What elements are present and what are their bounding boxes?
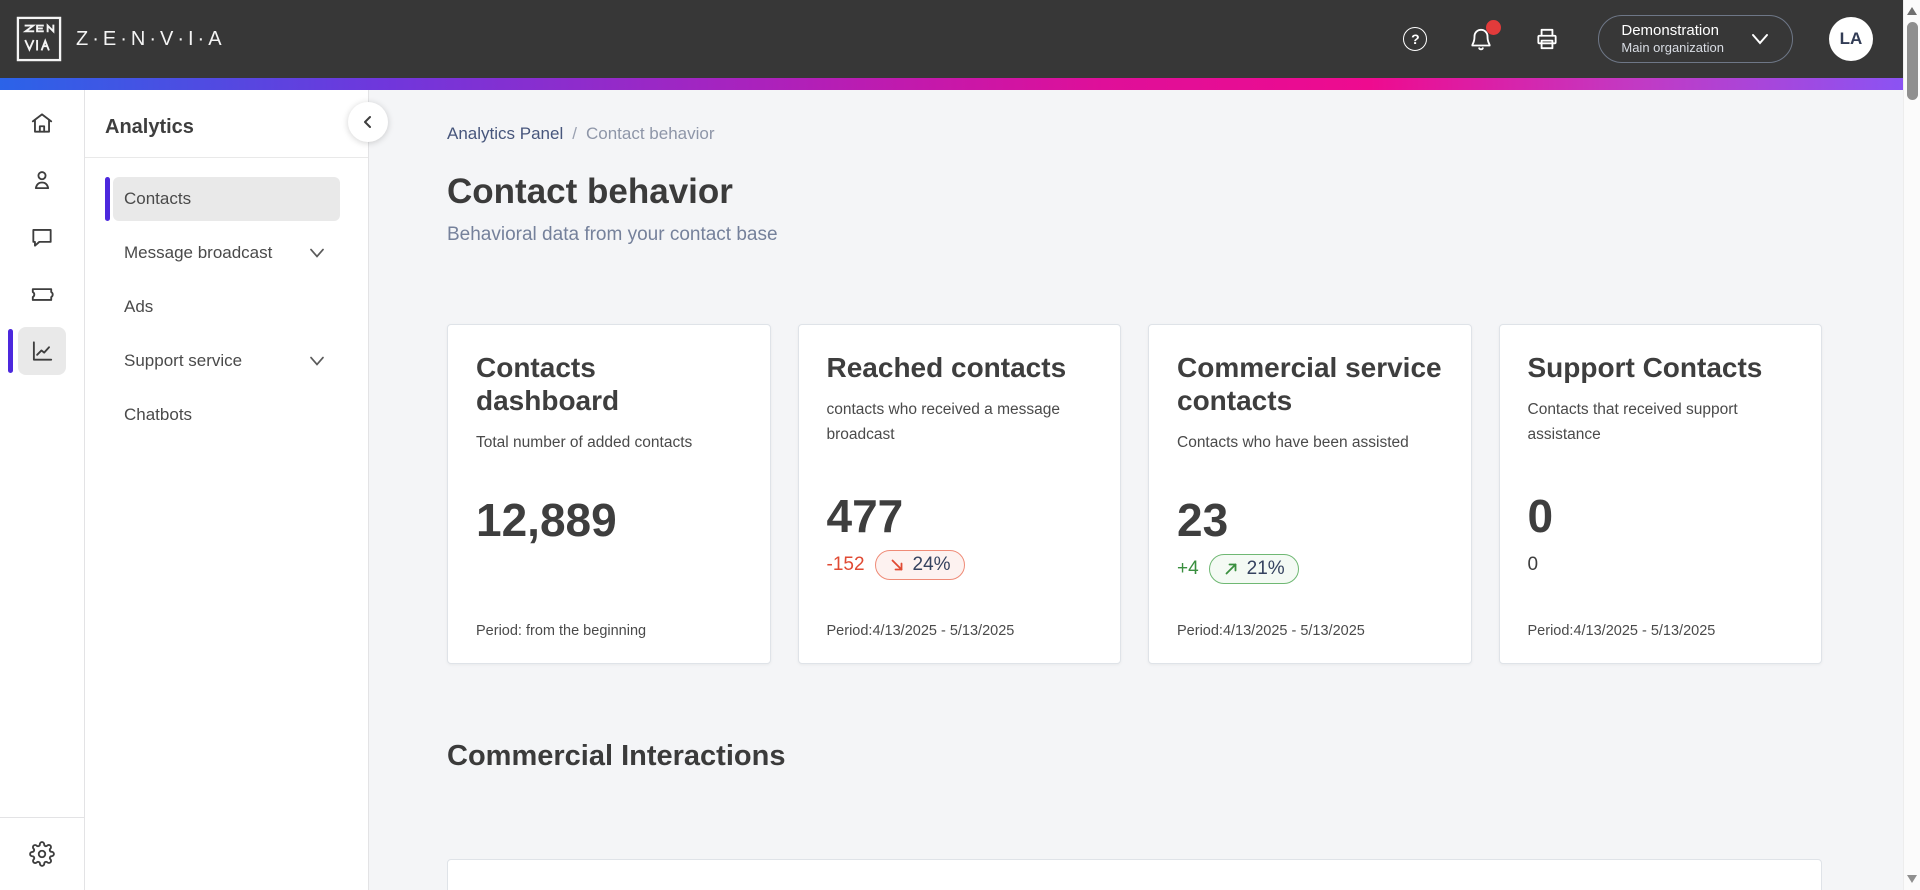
card-reached-contacts: Reached contacts contacts who received a… [797, 324, 1121, 664]
scrollbar-down-arrow[interactable] [1907, 875, 1917, 883]
chevron-down-icon [1752, 34, 1768, 45]
card-period: Period:4/13/2025 - 5/13/2025 [1177, 622, 1365, 639]
kpi-cards-row: Contacts dashboard Total number of added… [447, 324, 1822, 664]
print-button[interactable] [1532, 24, 1562, 54]
avatar-initials: LA [1839, 29, 1863, 48]
sidebar-item-label: Support service [124, 351, 243, 370]
breadcrumb: Analytics Panel / Contact behavior [447, 124, 1822, 144]
rail-item-conversations[interactable] [18, 213, 66, 261]
card-delta-row: 0 [1528, 549, 1794, 581]
card-delta-row: +4 21% [1177, 553, 1443, 585]
rail-item-home[interactable] [18, 99, 66, 147]
card-delta-row [476, 553, 742, 585]
card-period: Period: from the beginning [476, 622, 647, 639]
card-commercial-service-contacts: Commercial service contacts Contacts who… [1148, 324, 1472, 664]
rail-item-analytics[interactable] [8, 327, 66, 375]
notification-badge [1486, 20, 1502, 35]
card-title: Commercial service contacts [1177, 352, 1442, 417]
chevron-down-icon [310, 248, 324, 258]
sidebar-item-label: Ads [124, 297, 154, 316]
card-period: Period:4/13/2025 - 5/13/2025 [826, 623, 1015, 639]
section-title-commercial-interactions: Commercial Interactions [447, 740, 786, 772]
sidebar-title: Analytics [105, 116, 194, 138]
icon-rail [0, 90, 85, 890]
help-icon: ? [1403, 27, 1428, 51]
notifications-button[interactable] [1466, 20, 1502, 54]
card-title: Reached contacts [826, 352, 1067, 383]
card-description: Contacts that received support assistanc… [1527, 401, 1738, 443]
sidebar-item-chatbots[interactable]: Chatbots [105, 393, 340, 437]
accent-gradient-bar [0, 78, 1903, 90]
rail-item-settings[interactable] [18, 830, 66, 878]
breadcrumb-separator: / [572, 124, 577, 143]
printer-icon [1537, 28, 1557, 50]
sidebar-item-message-broadcast[interactable]: Message broadcast [105, 231, 340, 275]
chat-icon [32, 229, 52, 247]
page-scrollbar[interactable] [1903, 0, 1920, 890]
zenvia-logo-icon [16, 16, 62, 62]
card-value: 23 [1177, 494, 1229, 547]
sidebar-item-contacts[interactable]: Contacts [105, 177, 340, 221]
sidebar-item-support-service[interactable]: Support service [105, 339, 340, 383]
rail-item-tickets[interactable] [18, 270, 66, 318]
trend-badge: 24% [874, 550, 965, 581]
active-indicator [8, 329, 13, 373]
person-icon [34, 171, 50, 190]
ticket-icon [31, 288, 54, 301]
card-value: 12,889 [476, 494, 617, 547]
card-description: contacts who received a message broadcas… [826, 401, 1060, 443]
analytics-icon [32, 341, 53, 361]
content-area: Analytics Panel / Contact behavior Conta… [369, 90, 1903, 890]
sidebar-item-label: Chatbots [124, 405, 193, 424]
sidebar-collapse-button[interactable] [348, 102, 388, 142]
card-title: Support Contacts [1527, 352, 1763, 383]
chevron-down-icon [310, 356, 324, 366]
org-suborg: Main organization [1621, 40, 1724, 56]
card-description: Contacts who have been assisted [1177, 434, 1409, 452]
delta-value: +4 [1177, 558, 1199, 580]
delta-percent: 21% [1246, 558, 1285, 580]
breadcrumb-current: Contact behavior [585, 124, 715, 143]
sidebar-item-label: Message broadcast [124, 243, 273, 262]
card-support-contacts: Support Contacts Contacts that received … [1498, 324, 1822, 664]
sidebar-item-ads[interactable]: Ads [105, 285, 340, 329]
top-bar: Z·E·N·V·I·A ? Demonstration Ma [0, 0, 1903, 78]
page-title: Contact behavior [447, 172, 733, 211]
trend-badge: 21% [1208, 554, 1299, 585]
delta-value: -152 [826, 554, 865, 576]
card-value: 0 [1527, 490, 1554, 543]
breadcrumb-analytics-panel[interactable]: Analytics Panel [447, 124, 564, 143]
org-name: Demonstration [1621, 21, 1719, 39]
page-subtitle: Behavioral data from your contact base [447, 224, 778, 245]
org-switcher[interactable]: Demonstration Main organization [1598, 15, 1793, 63]
chevron-left-icon [364, 116, 371, 128]
help-button[interactable]: ? [1400, 24, 1430, 54]
commercial-interactions-card [447, 859, 1822, 890]
card-period: Period:4/13/2025 - 5/13/2025 [1527, 623, 1716, 639]
brand-wordmark: Z·E·N·V·I·A [76, 27, 226, 50]
delta-value: 0 [1527, 554, 1539, 576]
scrollbar-thumb[interactable] [1907, 22, 1918, 100]
analytics-sidebar: Analytics Contacts Message broadcast [85, 90, 388, 890]
card-contacts-dashboard: Contacts dashboard Total number of added… [447, 324, 771, 664]
card-value: 477 [826, 490, 904, 543]
brand: Z·E·N·V·I·A [16, 16, 226, 62]
sidebar-item-label: Contacts [124, 189, 192, 208]
trend-up-icon [1225, 564, 1237, 575]
active-indicator [105, 177, 110, 221]
rail-divider [0, 817, 84, 818]
scrollbar-up-arrow[interactable] [1907, 7, 1917, 15]
bell-icon [1471, 28, 1491, 51]
avatar[interactable]: LA [1829, 17, 1873, 61]
rail-item-contacts[interactable] [18, 156, 66, 204]
card-title: Contacts dashboard [476, 352, 620, 417]
card-delta-row: -152 24% [827, 549, 1093, 581]
card-description: Total number of added contacts [476, 434, 693, 452]
delta-percent: 24% [912, 554, 951, 576]
trend-down-icon [891, 559, 902, 571]
sidebar-divider [85, 157, 368, 158]
home-icon [31, 113, 53, 133]
gear-icon [29, 841, 55, 867]
